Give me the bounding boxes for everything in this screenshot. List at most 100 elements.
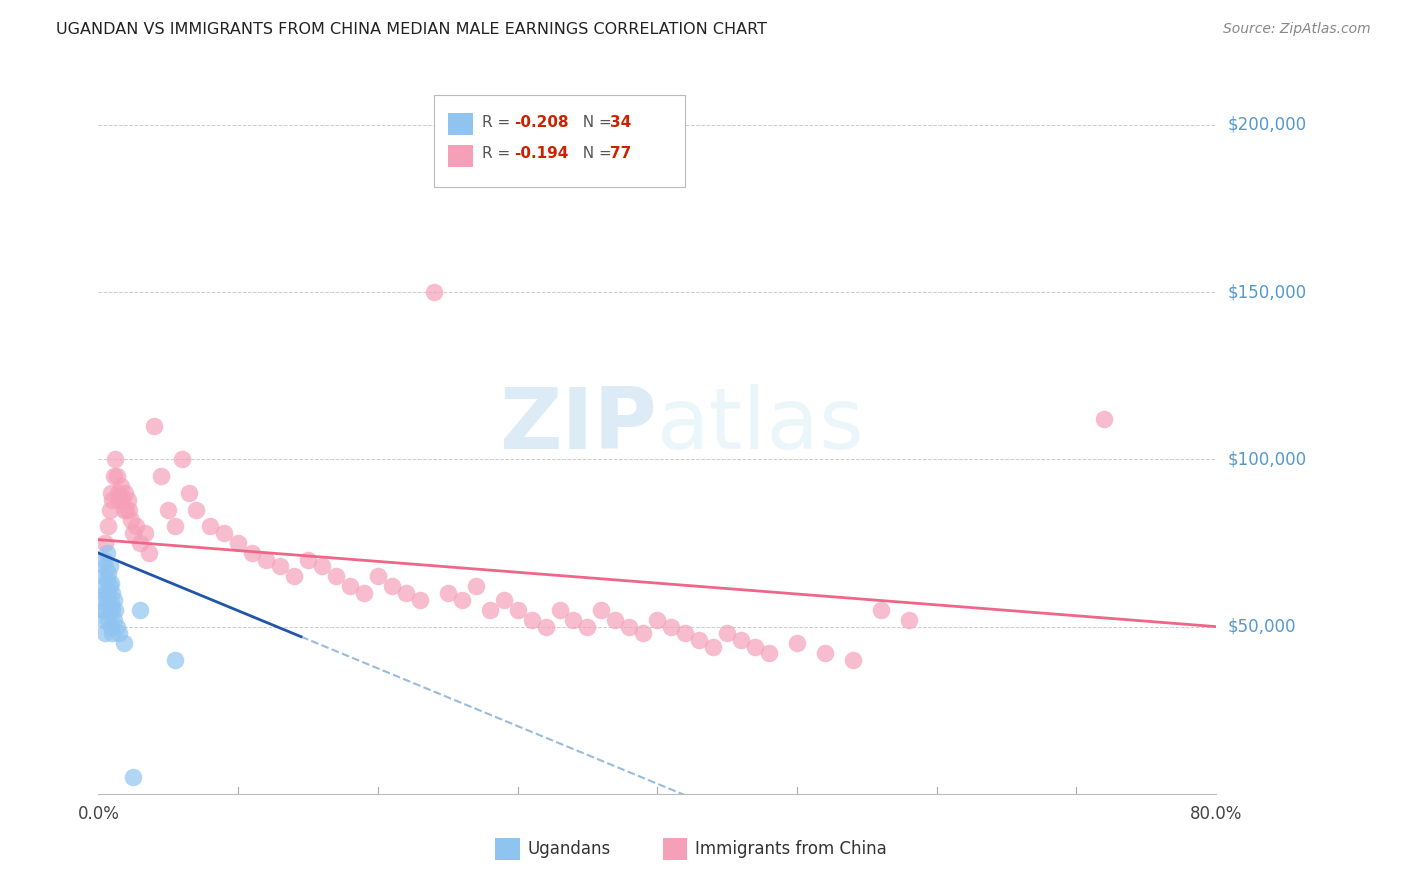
Text: Immigrants from China: Immigrants from China xyxy=(696,840,887,858)
Point xyxy=(562,613,585,627)
Text: $150,000: $150,000 xyxy=(1227,283,1306,301)
Point xyxy=(659,619,682,633)
Point xyxy=(101,603,124,617)
Text: 77: 77 xyxy=(610,146,631,161)
Point xyxy=(297,552,319,567)
Point xyxy=(112,502,135,516)
Text: -0.194: -0.194 xyxy=(515,146,568,161)
Point xyxy=(254,552,277,567)
Text: UGANDAN VS IMMIGRANTS FROM CHINA MEDIAN MALE EARNINGS CORRELATION CHART: UGANDAN VS IMMIGRANTS FROM CHINA MEDIAN … xyxy=(56,22,768,37)
Point xyxy=(94,586,117,600)
Point xyxy=(93,613,115,627)
Point xyxy=(673,626,696,640)
Point xyxy=(114,485,136,500)
Point xyxy=(134,525,156,540)
Point xyxy=(103,592,125,607)
Text: Ugandans: Ugandans xyxy=(527,840,610,858)
Point xyxy=(240,546,263,560)
Point xyxy=(464,580,486,594)
Point xyxy=(478,603,501,617)
Point xyxy=(186,502,208,516)
Point xyxy=(98,603,121,617)
Point xyxy=(104,603,127,617)
Point xyxy=(108,492,131,507)
Point xyxy=(94,603,117,617)
Point xyxy=(105,469,128,483)
Point xyxy=(100,485,122,500)
Point xyxy=(100,596,122,610)
Text: N =: N = xyxy=(574,146,617,161)
Point xyxy=(339,580,361,594)
Point xyxy=(118,502,141,516)
Point xyxy=(450,592,472,607)
Point xyxy=(325,569,347,583)
Point xyxy=(97,586,120,600)
Point xyxy=(730,633,752,648)
Point xyxy=(633,626,655,640)
Point xyxy=(101,626,124,640)
Point xyxy=(842,653,865,667)
Point xyxy=(423,285,446,300)
Point xyxy=(107,485,129,500)
Point xyxy=(381,580,404,594)
Point xyxy=(172,452,194,467)
Bar xyxy=(449,113,472,136)
Point xyxy=(605,613,627,627)
Point xyxy=(97,613,120,627)
Point xyxy=(96,573,118,587)
Point xyxy=(117,492,139,507)
Point xyxy=(108,626,131,640)
Point xyxy=(1094,412,1116,426)
Point xyxy=(506,603,529,617)
Point xyxy=(534,619,557,633)
Point xyxy=(94,559,117,574)
Point xyxy=(647,613,669,627)
Point xyxy=(702,640,724,654)
Point xyxy=(591,603,613,617)
Point xyxy=(367,569,389,583)
Point xyxy=(101,586,124,600)
Point xyxy=(409,592,432,607)
Text: $50,000: $50,000 xyxy=(1227,617,1296,636)
Text: Source: ZipAtlas.com: Source: ZipAtlas.com xyxy=(1223,22,1371,37)
Point xyxy=(120,512,142,526)
Point xyxy=(212,525,235,540)
Point xyxy=(97,566,120,581)
Point xyxy=(97,519,120,533)
Bar xyxy=(495,838,520,860)
Point xyxy=(283,569,305,583)
Point xyxy=(744,640,766,654)
Point xyxy=(90,592,112,607)
Point xyxy=(103,613,125,627)
Point xyxy=(103,469,125,483)
Point xyxy=(100,576,122,591)
Text: ZIP: ZIP xyxy=(499,384,658,467)
Bar xyxy=(449,145,472,167)
Point xyxy=(104,452,127,467)
Point xyxy=(226,536,249,550)
Point xyxy=(129,603,152,617)
Point xyxy=(129,536,152,550)
Point xyxy=(105,619,128,633)
Point xyxy=(200,519,222,533)
Point xyxy=(143,418,166,433)
Point xyxy=(94,626,117,640)
Point xyxy=(96,546,118,560)
Point xyxy=(548,603,571,617)
Text: $200,000: $200,000 xyxy=(1227,116,1306,134)
Point xyxy=(311,559,333,574)
Point xyxy=(814,646,837,660)
Point xyxy=(157,502,180,516)
Point xyxy=(897,613,920,627)
Point xyxy=(138,546,160,560)
Text: R =: R = xyxy=(482,146,515,161)
Text: -0.208: -0.208 xyxy=(515,114,569,129)
Point xyxy=(98,559,121,574)
Point xyxy=(91,603,114,617)
Text: N =: N = xyxy=(574,114,617,129)
Point xyxy=(520,613,543,627)
Point xyxy=(115,502,138,516)
Point xyxy=(576,619,599,633)
Text: 34: 34 xyxy=(610,114,631,129)
Point xyxy=(122,770,145,784)
